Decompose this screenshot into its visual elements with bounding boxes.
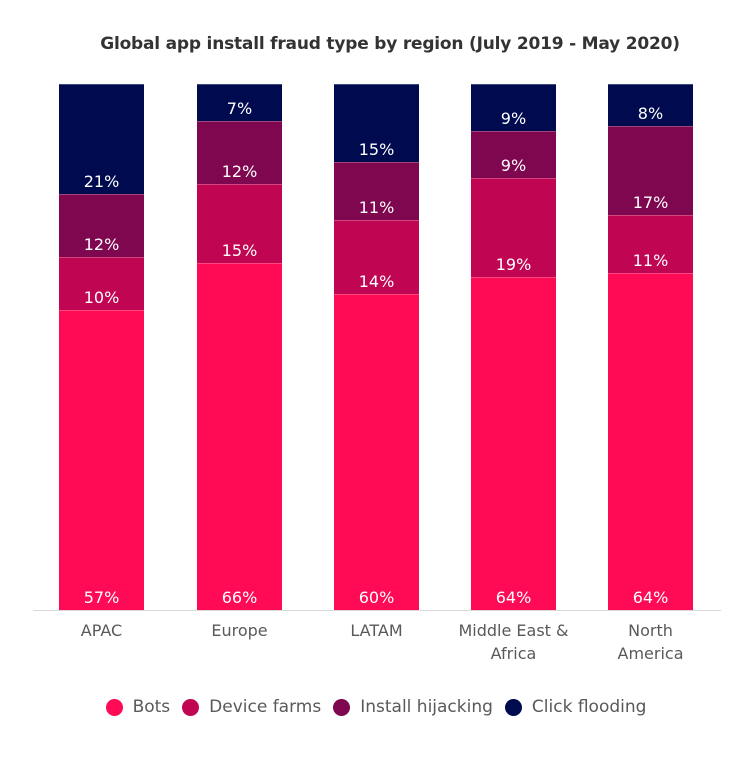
segment-device-farms: 11% [608, 215, 693, 273]
data-label: 15% [221, 241, 258, 260]
legend-item-click-flooding: Click flooding [504, 697, 647, 717]
legend-label: Install hijacking [360, 697, 493, 717]
bar-europe: 66% 15% 12% 7% [197, 84, 282, 610]
segment-install-hijacking: 17% [608, 126, 693, 215]
data-label: 10% [83, 288, 120, 307]
x-axis-label: North America [617, 621, 684, 663]
x-axis-line [33, 610, 721, 611]
legend-dot-icon [333, 698, 351, 716]
legend-dot-icon [105, 698, 123, 716]
segment-click-flooding: 7% [197, 84, 282, 121]
data-label: 12% [221, 162, 258, 181]
segment-click-flooding: 8% [608, 84, 693, 126]
segment-bots: 64% [471, 277, 556, 610]
bar-apac: 57% 10% 12% 21% [59, 84, 144, 610]
segment-device-farms: 14% [334, 220, 419, 294]
segment-install-hijacking: 9% [471, 131, 556, 178]
data-label: 66% [221, 588, 258, 607]
data-label: 11% [632, 251, 669, 270]
data-label: 21% [83, 172, 120, 191]
segment-click-flooding: 15% [334, 84, 419, 162]
legend: Bots Device farms Install hijacking Click f… [0, 697, 752, 717]
x-axis-label: APAC [80, 621, 123, 640]
segment-click-flooding: 21% [59, 84, 144, 194]
segment-bots: 64% [608, 273, 693, 610]
legend-dot-icon [504, 698, 522, 716]
segment-device-farms: 10% [59, 257, 144, 310]
chart-title: Global app install fraud type by region … [100, 34, 680, 54]
data-label: 14% [358, 272, 395, 291]
legend-item-bots: Bots [105, 697, 171, 717]
data-label: 9% [500, 156, 527, 175]
segment-bots: 57% [59, 310, 144, 610]
bar-latam: 60% 14% 11% 15% [334, 84, 419, 610]
data-label: 64% [632, 588, 669, 607]
x-axis-label: LATAM [350, 621, 403, 640]
legend-dot-icon [182, 698, 200, 716]
segment-install-hijacking: 11% [334, 162, 419, 220]
data-label: 19% [495, 255, 532, 274]
segment-bots: 66% [197, 263, 282, 610]
data-label: 64% [495, 588, 532, 607]
legend-label: Click flooding [531, 697, 647, 717]
data-label: 15% [358, 140, 395, 159]
data-label: 57% [83, 588, 120, 607]
x-axis-label: Middle East & Africa [458, 621, 569, 663]
data-label: 17% [632, 193, 669, 212]
bar-north-america: 64% 11% 17% 8% [608, 84, 693, 610]
data-label: 12% [83, 235, 120, 254]
data-label: 8% [637, 104, 664, 123]
legend-label: Device farms [209, 697, 322, 717]
segment-install-hijacking: 12% [197, 121, 282, 184]
segment-device-farms: 15% [197, 184, 282, 263]
segment-bots: 60% [334, 294, 419, 610]
segment-install-hijacking: 12% [59, 194, 144, 257]
legend-item-device-farms: Device farms [182, 697, 321, 717]
data-label: 11% [358, 198, 395, 217]
segment-click-flooding: 9% [471, 84, 556, 131]
data-label: 60% [358, 588, 395, 607]
segment-device-farms: 19% [471, 178, 556, 277]
data-label: 7% [226, 99, 253, 118]
x-axis-label: Europe [211, 621, 268, 640]
legend-item-install-hijacking: Install hijacking [333, 697, 493, 717]
data-label: 9% [500, 109, 527, 128]
legend-label: Bots [132, 697, 171, 717]
bar-middle-east-africa: 64% 19% 9% 9% [471, 84, 556, 610]
